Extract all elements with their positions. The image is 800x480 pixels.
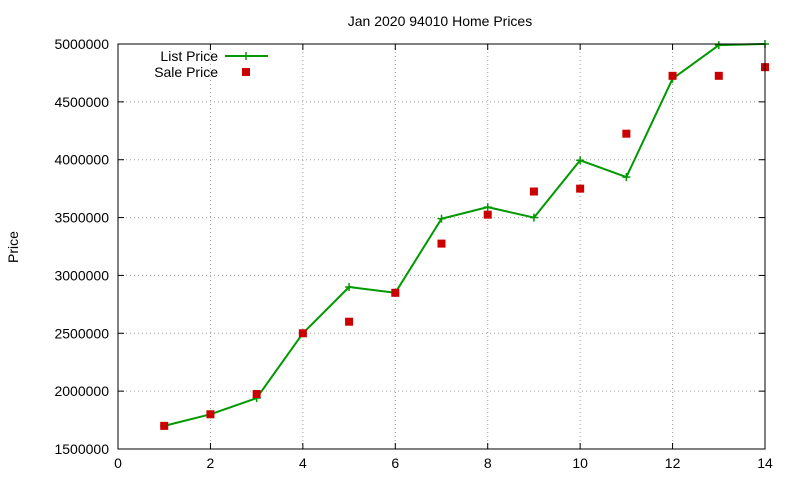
y-tick-label: 3500000 bbox=[54, 210, 109, 226]
x-tick-label: 0 bbox=[114, 455, 122, 471]
list-price-point bbox=[576, 156, 585, 165]
y-tick-label: 2500000 bbox=[54, 325, 109, 341]
y-axis-label: Price bbox=[5, 231, 21, 263]
sale-price-point bbox=[252, 390, 261, 399]
y-tick-label: 4000000 bbox=[54, 152, 109, 168]
sale-price-point bbox=[483, 210, 492, 219]
x-tick-label: 14 bbox=[757, 455, 773, 471]
list-price-point bbox=[437, 214, 446, 223]
x-tick-label: 4 bbox=[299, 455, 307, 471]
list-price-point bbox=[483, 203, 492, 212]
y-tick-label: 1500000 bbox=[54, 441, 109, 457]
sale-price-point bbox=[529, 187, 538, 196]
list-price-point bbox=[714, 41, 723, 50]
list-price-point bbox=[622, 173, 631, 182]
legend-swatch-sale-price bbox=[242, 68, 250, 76]
x-tick-label: 2 bbox=[207, 455, 215, 471]
sale-price-point bbox=[714, 71, 723, 80]
sale-price-point bbox=[668, 71, 677, 80]
y-tick-label: 4500000 bbox=[54, 94, 109, 110]
sale-price-point bbox=[298, 329, 307, 338]
legend-label-list-price: List Price bbox=[160, 48, 218, 64]
sale-price-point bbox=[206, 410, 215, 419]
sale-price-point bbox=[391, 288, 400, 297]
x-tick-label: 10 bbox=[572, 455, 588, 471]
series-line-list-price bbox=[163, 43, 766, 427]
sale-price-point bbox=[622, 129, 631, 138]
y-tick-label: 3000000 bbox=[54, 267, 109, 283]
sale-price-point bbox=[345, 317, 354, 326]
list-price-point bbox=[345, 283, 354, 291]
legend: List Price Sale Price bbox=[154, 48, 268, 80]
sale-price-point bbox=[437, 239, 446, 248]
y-tick-label: 5000000 bbox=[54, 36, 109, 52]
plot-area bbox=[160, 40, 769, 430]
y-tick-label: 2000000 bbox=[54, 383, 109, 399]
list-price-point bbox=[529, 213, 538, 222]
x-tick-label: 8 bbox=[484, 455, 492, 471]
sale-price-point bbox=[160, 421, 169, 430]
x-tick-label: 6 bbox=[391, 455, 399, 471]
plot-frame bbox=[117, 43, 766, 450]
legend-label-sale-price: Sale Price bbox=[154, 64, 218, 80]
chart-title: Jan 2020 94010 Home Prices bbox=[348, 13, 532, 29]
x-tick-label: 12 bbox=[665, 455, 681, 471]
axis-ticks: 0 2 4 6 8 10 12 14 1500000 2000000 2500000 3000000 3… bbox=[54, 36, 773, 471]
sale-price-point bbox=[576, 184, 585, 193]
